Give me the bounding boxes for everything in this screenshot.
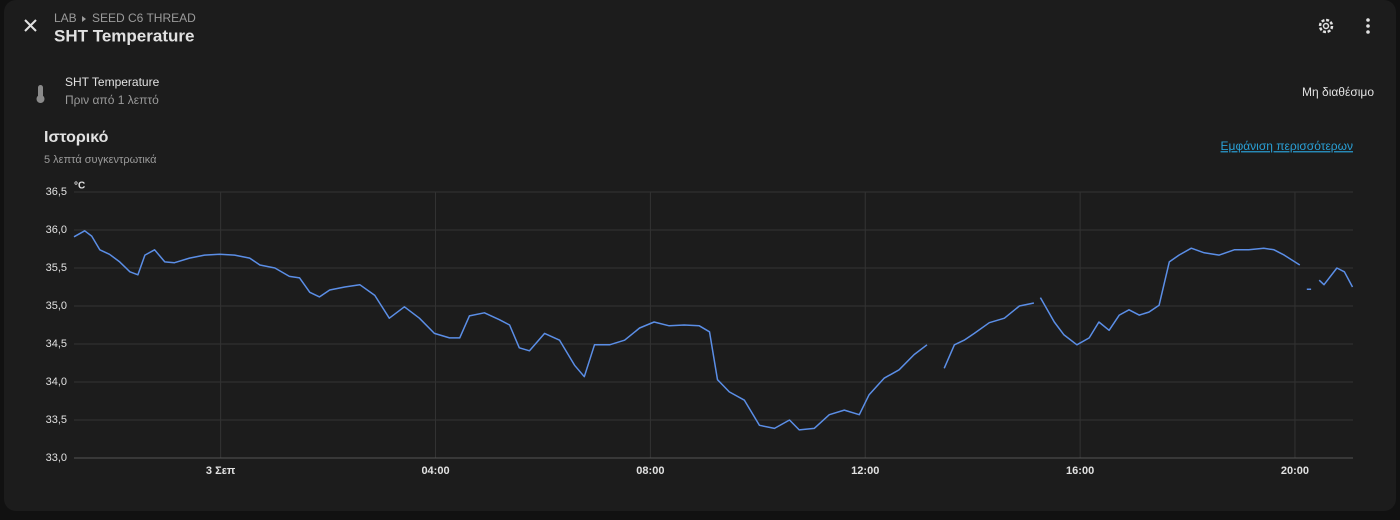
y-tick-label: 36,0 — [46, 224, 67, 236]
history-subtitle: 5 λεπτά συγκεντρωτικά — [44, 154, 157, 166]
settings-button[interactable] — [1318, 18, 1334, 34]
entity-state: Μη διαθέσιμο — [1302, 85, 1374, 99]
x-tick-label: 04:00 — [421, 465, 449, 477]
dialog-surface — [4, 0, 1396, 511]
x-tick-label: 20:00 — [1281, 465, 1309, 477]
y-tick-label: 35,0 — [46, 300, 67, 312]
thermometer-icon — [36, 85, 45, 103]
y-tick-label: 35,5 — [46, 262, 67, 274]
y-tick-label: 36,5 — [46, 186, 67, 198]
entity-last-changed: Πριν από 1 λεπτό — [65, 93, 159, 107]
y-unit: °C — [74, 181, 85, 192]
y-tick-label: 33,5 — [46, 414, 67, 426]
entity-name: SHT Temperature — [65, 75, 160, 89]
dialog-title: SHT Temperature — [54, 26, 194, 45]
x-tick-label: 12:00 — [851, 465, 879, 477]
close-button[interactable] — [24, 19, 37, 32]
more-button[interactable] — [1366, 18, 1370, 34]
breadcrumb: LAB — [54, 11, 77, 25]
y-tick-label: 34,0 — [46, 376, 67, 388]
x-tick-label: 08:00 — [636, 465, 664, 477]
x-tick-label: 3 Σεπ — [206, 465, 236, 477]
breadcrumb: SEED C6 THREAD — [92, 11, 196, 25]
x-tick-label: 16:00 — [1066, 465, 1094, 477]
y-tick-label: 34,5 — [46, 338, 67, 350]
history-title: Ιστορικό — [44, 129, 109, 146]
y-tick-label: 33,0 — [46, 452, 67, 464]
chart: 33,0 33,5 34,0 34,5 35,0 35,5 36,0 36,5 3 Σεπ 04:… — [46, 186, 1354, 477]
series-line — [73, 230, 1354, 431]
show-more-link[interactable]: Εμφάνιση περισσότερων — [1221, 139, 1353, 153]
breadcrumb-separator — [82, 16, 86, 22]
